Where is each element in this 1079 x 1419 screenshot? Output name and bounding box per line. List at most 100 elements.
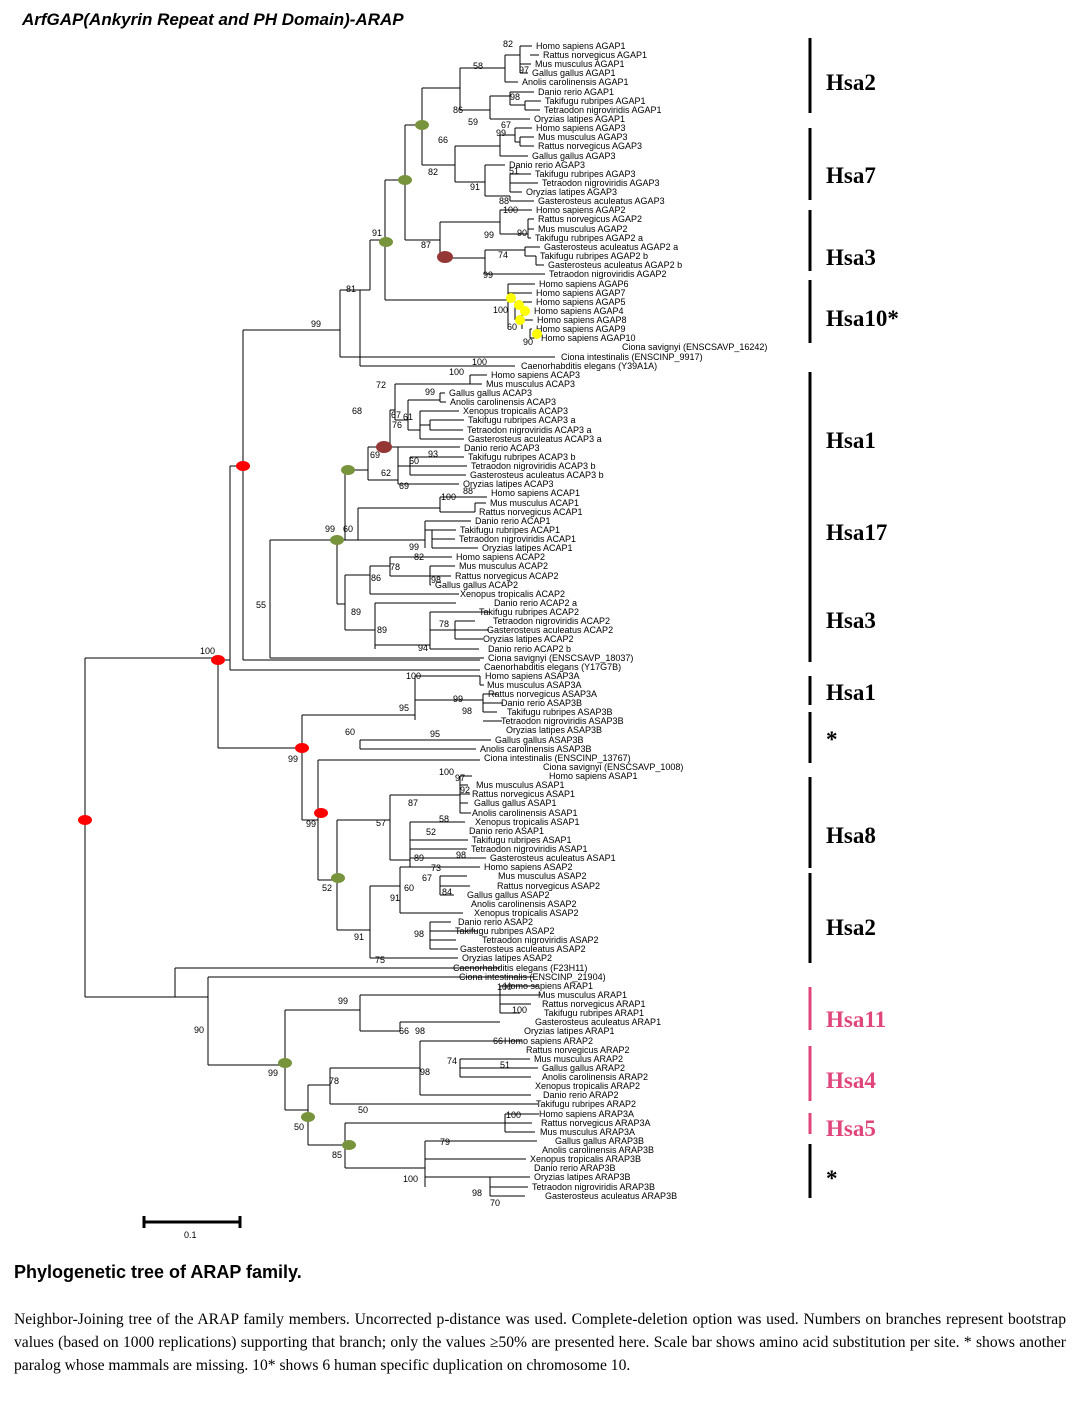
clade-label: * xyxy=(826,727,838,752)
clade-label: Hsa8 xyxy=(826,823,876,848)
bootstrap-value: 50 xyxy=(294,1122,304,1132)
leaf-label: Ciona savignyi (ENSCSAVP_18037) xyxy=(488,653,633,663)
leaf-label: Takifugu rubripes ACAP3 a xyxy=(468,415,576,425)
leaf-label: Anolis carolinensis ASAP1 xyxy=(472,808,578,818)
leaf-label: Mus musculus ACAP1 xyxy=(490,498,579,508)
leaf-label: Tetraodon nigroviridis ASAP3B xyxy=(501,716,624,726)
bootstrap-value: 76 xyxy=(392,420,402,430)
figure-title: Phylogenetic tree of ARAP family. xyxy=(14,1262,302,1282)
leaf-label: Anolis carolinensis ASAP2 xyxy=(471,899,577,909)
bootstrap-value: 73 xyxy=(431,863,441,873)
leaf-label: Tetraodon nigroviridis AGAP2 xyxy=(549,269,667,279)
node-marker-green xyxy=(330,535,344,545)
bootstrap-value: 98 xyxy=(472,1188,482,1198)
node-marker-red xyxy=(236,461,250,471)
node-marker-green xyxy=(415,120,429,130)
leaf-label: Danio rerio AGAP3 xyxy=(509,160,585,170)
clade-label: Hsa7 xyxy=(826,163,876,188)
leaf-label: Homo sapiens AGAP4 xyxy=(534,306,624,316)
leaf-label: Gasterosteus aculeatus AGAP3 xyxy=(538,196,665,206)
leaf-label: Danio rerio ACAP3 xyxy=(464,443,540,453)
leaf-label: Homo sapiens AGAP2 xyxy=(536,205,626,215)
leaf-label: Rattus norvegicus ACAP1 xyxy=(479,507,583,517)
leaf-label: Anolis carolinensis ACAP3 xyxy=(450,397,556,407)
clade-label: Hsa1 xyxy=(826,680,876,705)
bootstrap-value: 69 xyxy=(399,481,409,491)
leaf-label: Oryzias latipes ARAP3B xyxy=(534,1172,631,1182)
bootstrap-value: 52 xyxy=(426,827,436,837)
leaf-label: Gallus gallus ARAP2 xyxy=(542,1063,625,1073)
bootstrap-value: 100 xyxy=(493,305,508,315)
bootstrap-value: 100 xyxy=(439,767,454,777)
figure-caption: Neighbor-Joining tree of the ARAP family… xyxy=(14,1311,1066,1374)
bootstrap-value: 60 xyxy=(404,883,414,893)
node-marker-green xyxy=(398,175,412,185)
leaf-label: Mus musculus ARAP3A xyxy=(540,1127,635,1137)
bootstrap-value: 66 xyxy=(438,135,448,145)
bootstrap-value: 59 xyxy=(468,117,478,127)
bootstrap-value: 99 xyxy=(409,542,419,552)
bootstrap-value: 87 xyxy=(408,798,418,808)
leaf-label: Ciona intestinalis (ENSCINP_13767) xyxy=(484,753,631,763)
bootstrap-value: 100 xyxy=(503,205,518,215)
clade-label: Hsa2 xyxy=(826,915,876,940)
leaf-label: Homo sapiens AGAP3 xyxy=(536,123,626,133)
leaf-label: Takifugu rubripes ASAP1 xyxy=(472,835,572,845)
bootstrap-value: 57 xyxy=(376,818,386,828)
clade-label: Hsa1 xyxy=(826,428,876,453)
bootstrap-value: 50 xyxy=(358,1105,368,1115)
bootstrap-value: 82 xyxy=(428,167,438,177)
bootstrap-value: 72 xyxy=(376,380,386,390)
leaf-label: Takifugu rubripes ASAP2 xyxy=(455,926,555,936)
leaf-label: Danio rerio ASAP1 xyxy=(469,826,544,836)
leaf-label: Homo sapiens AGAP1 xyxy=(536,41,626,51)
bootstrap-value: 98 xyxy=(415,1026,425,1036)
leaf-label: Caenorhabditis elegans (Y17G7B) xyxy=(484,662,621,672)
leaf-label: Gasterosteus aculeatus ARAP1 xyxy=(535,1017,661,1027)
leaf-label: Anolis carolinensis AGAP1 xyxy=(522,77,629,87)
bootstrap-value: 78 xyxy=(390,562,400,572)
clade-label: Hsa4 xyxy=(826,1068,876,1093)
node-marker-red xyxy=(211,655,225,665)
leaf-label: Mus musculus AGAP1 xyxy=(535,59,625,69)
bootstrap-value: 99 xyxy=(453,694,463,704)
leaf-label: Rattus norvegicus ACAP2 xyxy=(455,571,559,581)
leaf-label: Gallus gallus ASAP2 xyxy=(467,890,550,900)
bootstrap-value: 90 xyxy=(523,337,533,347)
node-marker-green xyxy=(379,237,393,247)
leaf-label: Tetraodon nigroviridis ARAP3B xyxy=(532,1182,655,1192)
clade-label: Hsa3 xyxy=(826,608,876,633)
bootstrap-value: 94 xyxy=(418,643,428,653)
bootstrap-value: 75 xyxy=(375,955,385,965)
leaf-label: Danio rerio ACAP2 a xyxy=(494,598,577,608)
leaf-label: Ciona intestinalis (ENSCINP_9917) xyxy=(561,352,703,362)
clade-label: Hsa2 xyxy=(826,70,876,95)
leaf-label: Xenopus tropicalis ACAP3 xyxy=(463,406,568,416)
leaf-label: Rattus norvegicus ARAP1 xyxy=(542,999,646,1009)
node-marker-brown xyxy=(437,251,453,263)
node-marker-red xyxy=(295,743,309,753)
leaf-label: Gasterosteus aculeatus ACAP2 xyxy=(487,625,613,635)
leaf-label: Takifugu rubripes AGAP1 xyxy=(545,96,646,106)
bootstrap-value: 82 xyxy=(414,552,424,562)
leaf-label: Danio rerio ACAP1 xyxy=(475,516,551,526)
node-marker-green xyxy=(301,1112,315,1122)
leaf-label: Tetraodon nigroviridis ACAP1 xyxy=(459,534,576,544)
bootstrap-value: 91 xyxy=(372,228,382,238)
leaf-label: Xenopus tropicalis ARAP2 xyxy=(535,1081,640,1091)
bootstrap-value: 79 xyxy=(440,1137,450,1147)
leaf-label: Ciona intestinalis (ENSCINP_21904) xyxy=(459,972,606,982)
bootstrap-value: 86 xyxy=(371,573,381,583)
leaf-label: Mus musculus ARAP2 xyxy=(534,1054,623,1064)
bootstrap-value: 78 xyxy=(329,1076,339,1086)
bootstrap-value: 99 xyxy=(484,230,494,240)
leaf-label: Rattus norvegicus AGAP1 xyxy=(543,50,647,60)
bootstrap-value: 74 xyxy=(447,1056,457,1066)
leaf-label: Gallus gallus AGAP1 xyxy=(532,68,616,78)
bootstrap-value: 98 xyxy=(414,929,424,939)
leaf-label: Xenopus tropicalis ACAP2 xyxy=(460,589,565,599)
leaf-label: Xenopus tropicalis ASAP1 xyxy=(475,817,580,827)
leaf-label: Takifugu rubripes ACAP1 xyxy=(460,525,560,535)
leaf-label: Rattus norvegicus ASAP3A xyxy=(488,689,597,699)
leaf-label: Rattus norvegicus ASAP2 xyxy=(497,881,600,891)
